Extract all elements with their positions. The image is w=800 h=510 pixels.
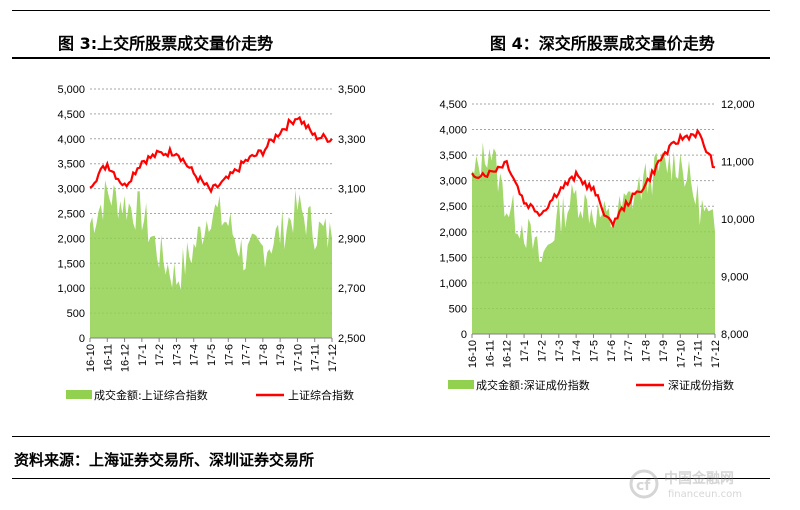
watermark-logo: cf 中国金融网 financeun.com (628, 466, 778, 502)
y-left-tick-label: 0 (79, 333, 85, 345)
chart2-svg: 0 500 1,000 1,500 2,000 2,500 3,000 3,500 4,000 4… (439, 99, 755, 392)
y-left-tick-label: 4,000 (57, 134, 85, 146)
y-left-tick-label: 1,000 (57, 283, 85, 295)
svg-text:cf: cf (636, 478, 651, 494)
y-left-tick-label: 1,500 (57, 258, 85, 270)
y-left-tick-label: 3,000 (57, 184, 85, 196)
volume-area (90, 180, 332, 338)
x-tick-label: 16-10 (85, 344, 97, 372)
x-tick-label: 17-1 (137, 344, 149, 366)
svg-text:financeun.com: financeun.com (668, 489, 742, 500)
y-left-tick-label: 4,000 (439, 125, 467, 137)
title-rule (12, 57, 770, 59)
x-tick-label: 17-9 (275, 344, 287, 366)
y-left-tick-label: 3,500 (439, 150, 467, 162)
y-left-tick-label: 1,000 (439, 278, 467, 290)
x-tick-label: 17-4 (571, 340, 583, 362)
x-tick-label: 17-10 (675, 340, 687, 368)
y-left-tick-label: 500 (449, 303, 467, 315)
legend-area-label: 成交金额:上证综合指数 (94, 388, 208, 402)
y-left-tick-label: 2,500 (439, 201, 467, 213)
y-left-tick-label: 2,500 (57, 209, 85, 221)
x-tick-label: 17-12 (710, 340, 722, 368)
y-right-tick-label: 10,000 (721, 214, 755, 226)
top-rule (12, 10, 770, 11)
y-left-tick-label: 3,000 (439, 176, 467, 188)
index-line (89, 115, 333, 195)
chart1-title: 图 3:上交所股票成交量价走势 (58, 34, 274, 53)
y-left-tick-label: 2,000 (439, 227, 467, 239)
x-tick-label: 16-11 (102, 344, 114, 371)
y-left-tick-label: 4,500 (439, 99, 467, 111)
source-top-rule (12, 436, 770, 437)
volume-area (472, 142, 715, 334)
bottom-rule (12, 478, 770, 479)
y-right-tick-label: 2,500 (338, 333, 366, 345)
legend-area-label: 成交金额:深证成份指数 (476, 378, 590, 392)
x-tick-label: 17-9 (658, 340, 670, 362)
legend-line-label: 上证综合指数 (288, 388, 354, 402)
y-left-tick-label: 2,000 (57, 233, 85, 245)
y-right-tick-label: 3,100 (338, 184, 366, 196)
y-right-tick-label: 9,000 (721, 272, 749, 284)
x-tick-label: 17-6 (223, 344, 235, 366)
y-right-tick-label: 2,900 (338, 233, 366, 245)
x-tick-label: 17-5 (589, 340, 601, 362)
x-tick-label: 16-11 (484, 340, 496, 367)
index-line (471, 128, 716, 229)
y-right-tick-label: 11,000 (721, 157, 754, 169)
x-tick-label: 17-7 (241, 344, 253, 366)
x-tick-label: 17-5 (206, 344, 218, 366)
x-tick-label: 16-10 (467, 340, 479, 368)
x-tick-label: 17-2 (536, 340, 548, 362)
legend-line-label: 深证成份指数 (668, 378, 734, 392)
x-tick-label: 17-4 (189, 344, 201, 366)
y-left-tick-label: 0 (461, 329, 467, 341)
x-tick-label: 17-3 (171, 344, 183, 366)
y-left-tick-label: 5,000 (57, 84, 85, 96)
x-tick-label: 17-11 (310, 344, 322, 371)
y-left-tick-label: 4,500 (57, 109, 85, 121)
x-tick-label: 16-12 (502, 340, 514, 368)
y-left-tick-label: 3,500 (57, 159, 85, 171)
y-right-tick-label: 3,500 (338, 84, 366, 96)
y-right-tick-label: 2,700 (338, 283, 366, 295)
y-right-tick-label: 3,300 (338, 134, 366, 146)
y-right-tick-label: 8,000 (721, 329, 749, 341)
chart1-svg: 0 500 1,000 1,500 2,000 2,500 3,000 3,500 4,000 4… (57, 84, 366, 402)
x-tick-label: 17-3 (554, 340, 566, 362)
x-tick-label: 17-8 (258, 344, 270, 366)
x-tick-label: 17-1 (519, 340, 531, 362)
x-tick-label: 17-7 (623, 340, 635, 362)
y-left-tick-label: 500 (67, 308, 85, 320)
legend-area-swatch (448, 380, 474, 389)
source-note: 资料来源：上海证券交易所、深圳证券交易所 (14, 451, 315, 469)
x-tick-label: 17-6 (606, 340, 618, 362)
x-tick-label: 17-11 (693, 340, 705, 367)
x-tick-label: 17-8 (641, 340, 653, 362)
x-tick-label: 16-12 (120, 344, 132, 372)
svg-text:中国金融网: 中国金融网 (664, 470, 734, 487)
legend-area-swatch (66, 390, 92, 399)
y-left-tick-label: 1,500 (439, 252, 467, 264)
x-tick-label: 17-12 (327, 344, 339, 372)
y-right-tick-label: 12,000 (721, 99, 755, 111)
x-tick-label: 17-10 (292, 344, 304, 372)
x-tick-label: 17-2 (154, 344, 166, 366)
chart2-title: 图 4：深交所股票成交量价走势 (490, 34, 715, 53)
